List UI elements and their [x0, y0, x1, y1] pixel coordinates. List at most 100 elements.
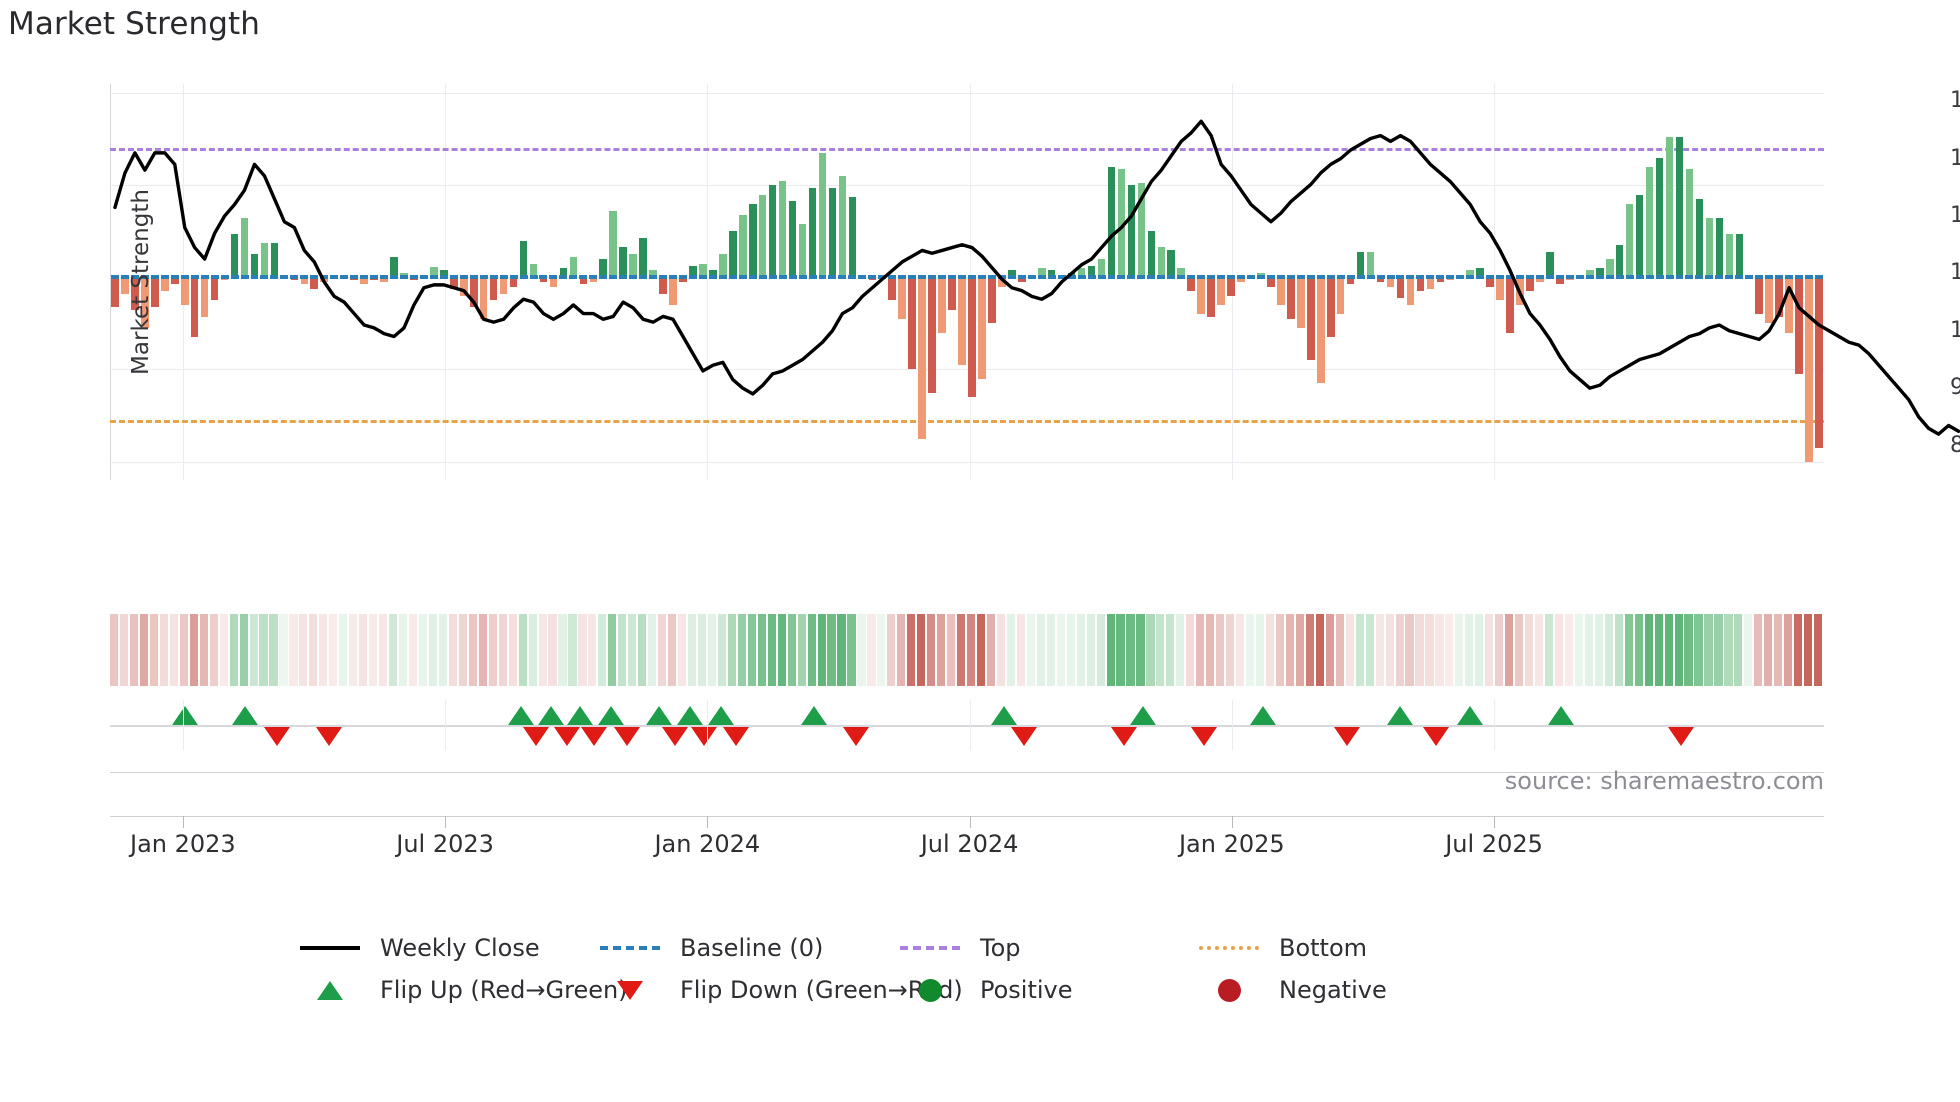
baseline-segment: [1476, 275, 1485, 280]
baseline-segment: [1655, 275, 1664, 280]
bar: [609, 210, 617, 278]
heatmap-cell: [1096, 614, 1105, 686]
heatmap-cell: [1036, 614, 1045, 686]
baseline-segment: [280, 275, 289, 280]
heatmap-cell: [1046, 614, 1055, 686]
bar: [838, 176, 847, 278]
flip-down-marker: [581, 727, 608, 746]
bar: [988, 277, 996, 324]
legend-item[interactable]: Top: [898, 928, 1021, 968]
heatmap-cell: [408, 614, 418, 686]
gridline-x: [1494, 84, 1496, 480]
baseline-segment: [1625, 275, 1634, 280]
heatmap-cell: [737, 614, 746, 686]
heatmap-cell: [229, 614, 238, 686]
heatmap-cell: [937, 614, 946, 686]
heatmap-cell: [897, 614, 906, 686]
bottom-dot-icon: [1199, 946, 1259, 950]
top-dash-icon: [900, 946, 960, 950]
legend-item[interactable]: Flip Up (Red→Green): [298, 970, 628, 1010]
baseline-segment: [1057, 275, 1066, 280]
heatmap-cell: [1066, 614, 1075, 686]
baseline-segment: [1366, 275, 1375, 280]
baseline-segment: [170, 275, 179, 280]
strength-heatmap-strip: [110, 614, 1824, 686]
baseline-segment: [1247, 275, 1255, 280]
weekly-close-line-icon: [300, 946, 360, 950]
baseline-segment: [1306, 275, 1315, 280]
flip-down-marker: [843, 727, 870, 746]
heatmap-cell: [389, 614, 398, 686]
heatmap-cell: [1255, 614, 1265, 686]
heatmap-cell: [478, 614, 487, 686]
baseline-segment: [1157, 275, 1166, 280]
flip-up-marker: [708, 706, 735, 725]
legend-item[interactable]: Baseline (0): [598, 928, 823, 968]
bar: [1426, 277, 1435, 289]
baseline-segment: [1047, 275, 1056, 280]
flip-up-marker: [646, 706, 673, 725]
flip-up-marker: [677, 706, 704, 725]
heatmap-cell: [1614, 614, 1623, 686]
gridline-x: [707, 700, 709, 750]
baseline-segment: [669, 275, 677, 280]
baseline-segment: [1565, 275, 1574, 280]
baseline-segment: [1416, 275, 1425, 280]
heatmap-cell: [1644, 614, 1653, 686]
bar: [1217, 277, 1225, 306]
x-tick-mark: [182, 816, 184, 828]
bar: [1137, 183, 1146, 278]
baseline-segment: [808, 275, 817, 280]
baseline-segment: [1316, 275, 1325, 280]
baseline-segment: [1286, 275, 1295, 280]
baseline-segment: [1615, 275, 1624, 280]
flip-down-marker: [1191, 727, 1218, 746]
baseline-segment: [1177, 275, 1186, 280]
baseline-segment: [290, 275, 299, 280]
heatmap-cell: [1435, 614, 1444, 686]
bar: [828, 187, 837, 278]
heatmap-cell: [687, 614, 697, 686]
axis-rule-lower: [110, 816, 1824, 817]
heatmap-cell: [119, 614, 129, 686]
legend-item[interactable]: Bottom: [1197, 928, 1367, 968]
heatmap-cell: [1784, 614, 1793, 686]
baseline-segment: [1376, 275, 1385, 280]
baseline-segment: [1137, 275, 1146, 280]
baseline-segment: [1605, 275, 1614, 280]
heatmap-cell: [867, 614, 876, 686]
heatmap-cell: [349, 614, 358, 686]
bar: [689, 265, 697, 278]
heatmap-cell: [558, 614, 567, 686]
bar: [1257, 272, 1265, 278]
x-tick-label: Jul 2024: [920, 830, 1019, 858]
heatmap-cell: [1026, 614, 1035, 686]
baseline-segment: [1735, 275, 1744, 280]
bar: [250, 254, 259, 278]
heatmap-cell: [488, 614, 497, 686]
legend-item[interactable]: Flip Down (Green→Red): [598, 970, 963, 1010]
heatmap-cell: [907, 614, 916, 686]
legend-key: [298, 935, 362, 961]
heatmap-cell: [1684, 614, 1693, 686]
baseline-segment: [818, 275, 827, 280]
baseline-segment: [1745, 275, 1754, 280]
bar: [380, 277, 388, 282]
red-dot-icon: [1217, 978, 1241, 1002]
baseline-segment: [619, 275, 628, 280]
legend-item[interactable]: Weekly Close: [298, 928, 540, 968]
x-tick-mark: [1231, 816, 1233, 828]
baseline-segment: [1815, 275, 1823, 280]
legend-item[interactable]: Negative: [1197, 970, 1387, 1010]
bar: [1336, 277, 1345, 315]
bar: [1795, 277, 1803, 375]
heatmap-cell: [1674, 614, 1683, 686]
heatmap-cell: [1544, 614, 1554, 686]
y-tick-right: 130.00: [1950, 145, 1960, 171]
baseline-segment: [1536, 275, 1544, 280]
heatmap-cell: [110, 614, 119, 686]
baseline-segment: [300, 275, 309, 280]
legend-item[interactable]: Positive: [898, 970, 1073, 1010]
bar: [758, 194, 767, 278]
baseline-segment: [459, 275, 468, 280]
